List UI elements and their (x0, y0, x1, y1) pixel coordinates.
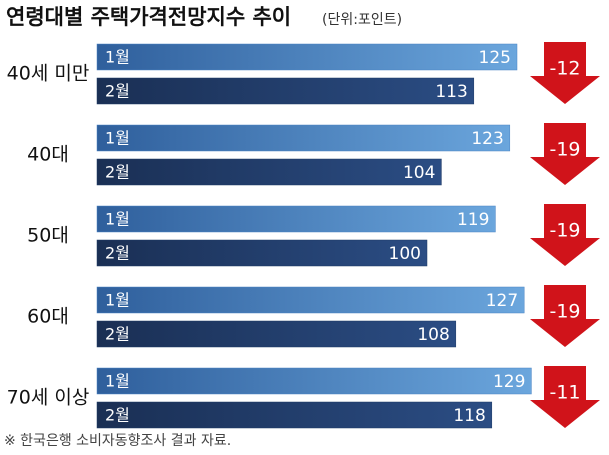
change-label: -11 (549, 382, 580, 404)
series-label: 2월 (105, 244, 130, 263)
change-label: -19 (549, 139, 580, 161)
bar (96, 401, 493, 429)
category-label: 70세 이상 (7, 387, 90, 409)
category-label: 40대 (27, 144, 69, 166)
change-label: -12 (549, 58, 580, 80)
bar (96, 286, 525, 314)
change-arrow (530, 204, 600, 266)
series-label: 2월 (105, 406, 130, 425)
value-label: 123 (471, 129, 503, 149)
series-label: 1월 (105, 372, 130, 391)
series-label: 1월 (105, 291, 130, 310)
series-label: 1월 (105, 48, 130, 67)
value-label: 118 (453, 406, 485, 426)
change-arrow (530, 366, 600, 428)
category-label: 60대 (27, 306, 69, 328)
series-label: 2월 (105, 82, 130, 101)
value-label: 119 (457, 210, 489, 230)
value-label: 127 (486, 291, 518, 311)
category-label: 50대 (27, 225, 69, 247)
source-note: ※ 한국은행 소비자동향조사 결과 자료. (4, 433, 231, 449)
value-label: 129 (493, 372, 525, 392)
category-label: 40세 미만 (7, 63, 90, 85)
chart-subtitle: (단위:포인트) (322, 12, 402, 28)
series-label: 1월 (105, 210, 130, 229)
bar (96, 158, 442, 186)
series-label: 2월 (105, 325, 130, 344)
value-label: 125 (479, 48, 511, 68)
value-label: 104 (403, 163, 435, 183)
bar (96, 239, 428, 267)
change-arrow (530, 285, 600, 347)
series-label: 2월 (105, 163, 130, 182)
bar (96, 124, 511, 152)
value-label: 100 (389, 244, 421, 264)
bar (96, 205, 496, 233)
bar (96, 367, 532, 395)
change-arrow (530, 42, 600, 104)
bar (96, 77, 475, 105)
value-label: 113 (435, 82, 467, 102)
value-label: 108 (417, 325, 449, 345)
change-label: -19 (549, 220, 580, 242)
change-arrow (530, 123, 600, 185)
change-label: -19 (549, 301, 580, 323)
chart-title: 연령대별 주택가격전망지수 추이 (6, 5, 291, 29)
bar (96, 43, 518, 71)
series-label: 1월 (105, 129, 130, 148)
bar (96, 320, 457, 348)
